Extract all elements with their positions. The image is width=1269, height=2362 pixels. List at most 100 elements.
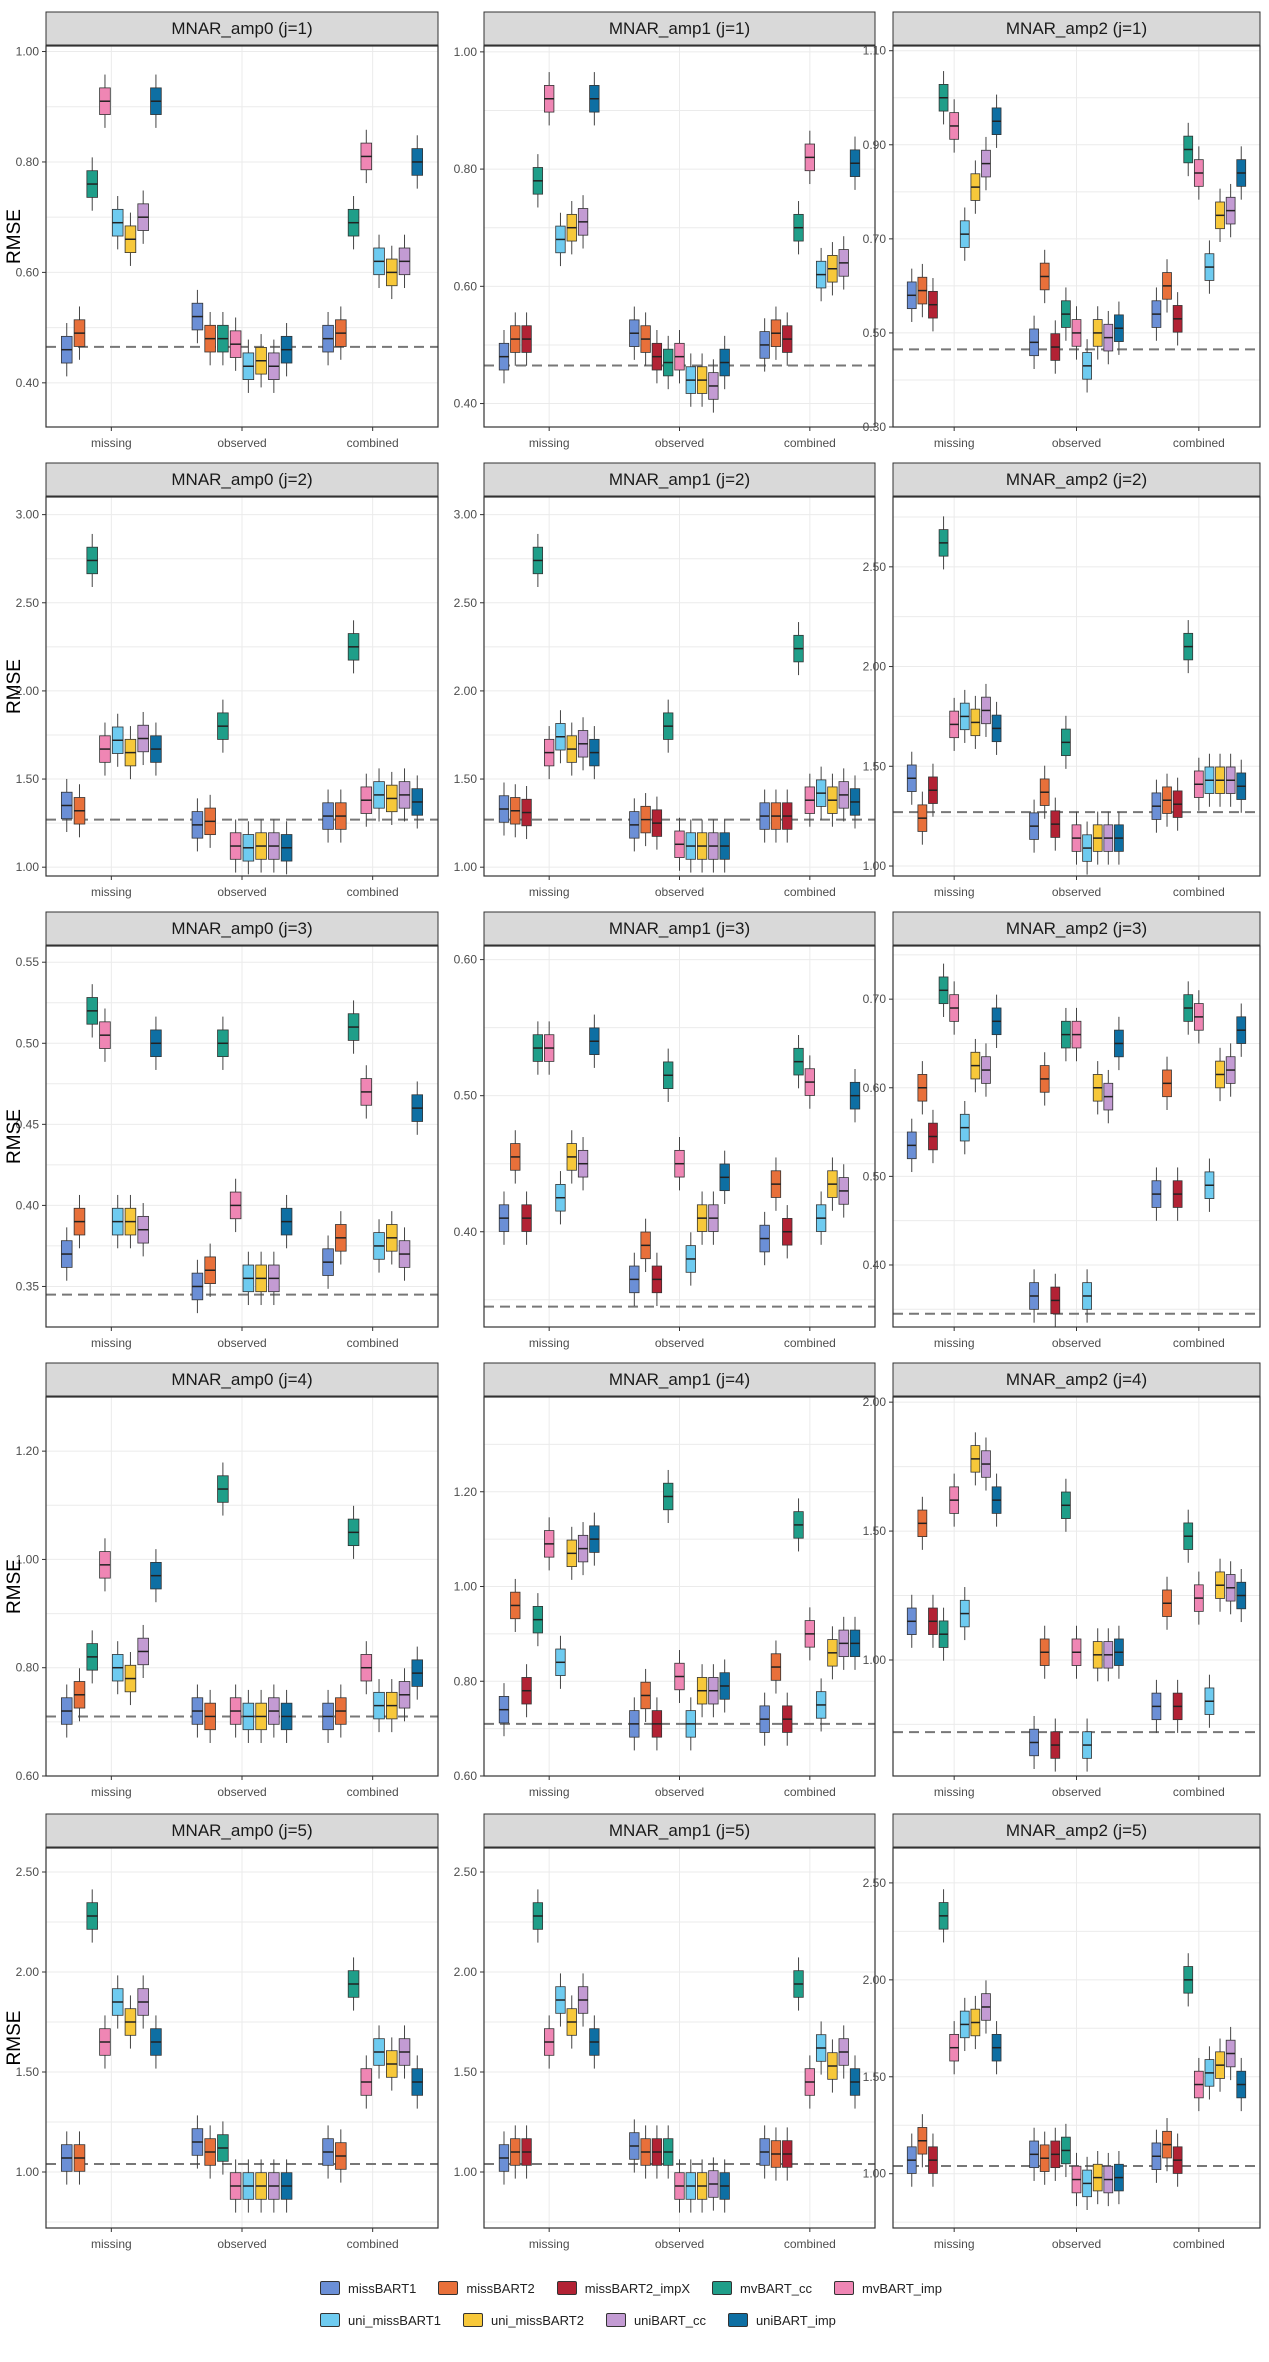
box-mvBART_imp [544, 72, 555, 126]
box-mvBART_cc [86, 533, 98, 587]
panel-border [45, 1847, 439, 2229]
box-missBART2 [640, 1218, 651, 1273]
box-missBART2_impX [1050, 320, 1061, 374]
box-uni_missBART1 [555, 1635, 566, 1689]
box-uni_missBART2 [1215, 1558, 1225, 1612]
y-tick-label: 0.60 [863, 1081, 887, 1095]
box-missBART1 [60, 2131, 73, 2185]
box-missBART1 [906, 1118, 917, 1173]
box-missBART1 [1151, 1679, 1162, 1733]
box-missBART1 [906, 2133, 917, 2187]
x-tick-label: combined [1173, 436, 1225, 450]
box-uni_missBART1 [1204, 1674, 1215, 1728]
panel-title: MNAR_amp1 (j=2) [609, 470, 750, 489]
y-tick-label: 0.90 [863, 138, 887, 152]
x-tick-label: missing [91, 1785, 132, 1799]
box-missBART2 [335, 306, 347, 360]
y-tick-label: 2.50 [863, 1876, 887, 1890]
box-missBART1 [1029, 1269, 1039, 1323]
box-missBART1 [60, 1227, 73, 1281]
box-uni_missBART1 [111, 1975, 124, 2029]
box-uniBART_cc [268, 339, 280, 393]
box-uni_missBART2 [566, 1526, 577, 1580]
panel-border [483, 1396, 876, 1777]
x-tick-label: missing [529, 436, 570, 450]
x-tick-label: missing [934, 436, 975, 450]
box-missBART2_impX [1050, 797, 1061, 851]
box-uniBART_imp [1114, 1625, 1124, 1679]
y-axis-title: RMSE [4, 1559, 25, 1614]
y-tick-label: 1.50 [454, 2065, 478, 2079]
panel-border [892, 945, 1261, 1328]
box-uni_missBART1 [242, 1251, 255, 1306]
legend-row: uni_missBART1 uni_missBART2 uniBART_cc uniB… [320, 2304, 1020, 2336]
box-uni_missBART2 [1092, 2150, 1103, 2205]
y-tick-label: 1.00 [16, 860, 40, 874]
y-tick-label: 0.40 [454, 1225, 478, 1239]
box-mvBART_imp [229, 819, 242, 873]
box-uniBART_cc [1225, 183, 1236, 238]
box-uni_missBART1 [685, 353, 696, 407]
box-missBART2_impX [521, 1664, 532, 1718]
x-tick-label: observed [1052, 436, 1101, 450]
box-uniBART_cc [838, 1164, 849, 1218]
box-uni_missBART1 [555, 710, 566, 764]
y-tick-label: 1.00 [863, 2167, 887, 2181]
box-missBART1 [322, 2125, 334, 2179]
box-uni_missBART2 [827, 242, 838, 296]
y-tick-label: 0.60 [16, 265, 40, 279]
y-tick-label: 2.00 [16, 684, 40, 698]
y-tick-label: 1.00 [454, 1580, 478, 1594]
y-tick-label: 2.50 [16, 1865, 40, 1879]
box-missBART1 [1029, 799, 1039, 853]
box-mvBART_imp [804, 1607, 815, 1661]
y-tick-label: 0.45 [16, 1117, 40, 1131]
box-uniBART_imp [849, 136, 861, 190]
box-uni_missBART1 [555, 1973, 566, 2027]
y-tick-label: 2.00 [454, 1965, 478, 1979]
box-mvBART_cc [1061, 715, 1071, 769]
box-mvBART_cc [793, 1957, 804, 2011]
box-missBART2 [510, 784, 521, 838]
box-uniBART_imp [719, 1150, 730, 1204]
box-uniBART_cc [137, 190, 149, 244]
box-missBART2 [1162, 773, 1172, 827]
box-uniBART_cc [398, 1227, 411, 1281]
box-missBART2 [1162, 1576, 1172, 1630]
panel-strip [45, 11, 439, 46]
box-missBART2 [770, 1640, 782, 1694]
panel: MNAR_amp1 (j=5) missing observed combined 1.… [454, 1813, 876, 2251]
box-missBART1 [1151, 1167, 1162, 1221]
y-tick-label: 1.00 [863, 1653, 887, 1667]
box-missBART1 [322, 789, 334, 843]
panel-title: MNAR_amp2 (j=3) [1006, 919, 1147, 938]
box-missBART2_impX [521, 312, 532, 366]
box-uniBART_cc [1103, 811, 1114, 865]
box-uni_missBART2 [1092, 1628, 1103, 1682]
x-tick-label: missing [529, 885, 570, 899]
legend-key [834, 2281, 855, 2295]
box-uni_missBART2 [124, 726, 137, 780]
box-uni_missBART2 [696, 1191, 708, 1245]
box-uni_missBART2 [1092, 811, 1103, 865]
box-uniBART_cc [268, 1251, 280, 1306]
box-missBART2_impX [782, 1205, 793, 1259]
y-tick-label: 0.60 [16, 1769, 40, 1783]
box-uniBART_cc [1225, 1561, 1236, 1615]
box-uniBART_imp [849, 1069, 861, 1123]
box-mvBART_cc [793, 1498, 804, 1552]
box-mvBART_cc [938, 516, 949, 570]
box-uni_missBART2 [566, 722, 577, 776]
box-uniBART_cc [981, 1437, 991, 1491]
box-missBART2_impX [1172, 1167, 1183, 1221]
box-missBART2 [770, 306, 782, 360]
box-mvBART_cc [347, 1000, 360, 1054]
box-uniBART_imp [411, 775, 424, 829]
box-missBART2_impX [782, 2127, 793, 2181]
box-mvBART_cc [86, 157, 98, 211]
box-mvBART_cc [938, 963, 949, 1017]
panel-title: MNAR_amp2 (j=2) [1006, 470, 1147, 489]
box-uniBART_cc [1225, 1043, 1236, 1097]
y-tick-label: 0.30 [863, 420, 887, 434]
box-uniBART_imp [589, 1512, 600, 1566]
